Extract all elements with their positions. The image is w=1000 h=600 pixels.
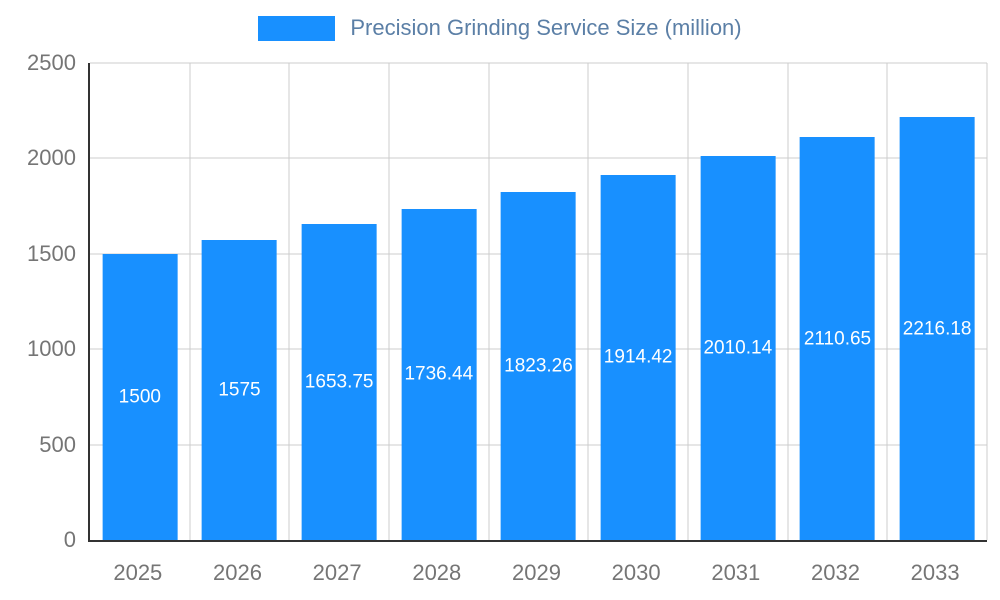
bar-column: 1575 [190, 63, 290, 540]
x-tick-label: 2027 [312, 560, 362, 585]
h-gridline [90, 62, 987, 64]
x-tick-label: 2030 [611, 560, 661, 585]
v-gridline [587, 63, 589, 540]
bar-value-label: 1500 [118, 386, 161, 408]
v-gridline [986, 63, 988, 540]
y-tick-label: 500 [39, 431, 76, 457]
x-tick-label: 2028 [412, 560, 462, 585]
bar-value-label: 2110.65 [803, 328, 872, 350]
bar-value-label: 2010.14 [703, 337, 773, 359]
bar-value-label: 1914.42 [603, 346, 673, 368]
y-tick-label: 0 [63, 527, 76, 552]
bar-2025[interactable]: 1500 [102, 253, 178, 540]
x-tick-label: 2025 [113, 560, 163, 585]
bar-2033[interactable]: 2216.18 [899, 117, 975, 540]
bar-2032[interactable]: 2110.65 [800, 137, 875, 540]
v-gridline [488, 63, 490, 540]
bar-column: 1914.42 [588, 63, 688, 540]
plot-area: 0 500 1000 1500 2000 2500 1500 1575 1653.75 1736.… [27, 52, 988, 551]
x-tick-label: 2029 [512, 560, 561, 585]
x-tick-label: 2026 [213, 560, 262, 585]
y-tick-label: 2500 [27, 50, 76, 75]
bar-column: 1823.26 [489, 63, 589, 540]
bar-2026[interactable]: 1575 [202, 239, 277, 540]
x-axis: 2025 2026 2027 2028 2029 2030 2031 2032 2033 [88, 560, 985, 590]
y-tick-label: 2000 [27, 145, 76, 171]
bar-value-label: 1575 [218, 379, 261, 401]
bar-column: 1736.44 [389, 63, 489, 540]
v-gridline [886, 63, 888, 540]
bar-2028[interactable]: 1736.44 [401, 208, 477, 540]
v-gridline [388, 63, 390, 540]
chart-legend[interactable]: Precision Grinding Service Size (million… [0, 14, 1000, 42]
legend-swatch-icon [258, 15, 336, 41]
legend-label: Precision Grinding Service Size (million… [350, 15, 742, 40]
v-gridline [288, 63, 290, 540]
bar-value-label: 1736.44 [404, 363, 474, 385]
x-tick-label: 2031 [711, 560, 761, 585]
bar-column: 2110.65 [788, 63, 888, 540]
bar-2029[interactable]: 1823.26 [501, 192, 576, 540]
v-gridline [687, 63, 689, 540]
bar-column: 2216.18 [887, 63, 987, 540]
bar-column: 2010.14 [688, 63, 788, 540]
bar-value-label: 2216.18 [902, 318, 972, 340]
x-tick-label: 2033 [910, 560, 960, 585]
bar-column: 1653.75 [289, 63, 389, 540]
y-tick-label: 1000 [27, 336, 76, 362]
x-tick-label: 2032 [811, 560, 860, 585]
bar-value-label: 1653.75 [304, 371, 374, 393]
y-tick-label: 1500 [27, 240, 76, 266]
bar-column: 1500 [90, 63, 190, 540]
v-gridline [189, 63, 191, 540]
bar-2027[interactable]: 1653.75 [301, 224, 377, 540]
v-gridline [787, 63, 789, 540]
h-gridline [90, 157, 987, 159]
bar-2031[interactable]: 2010.14 [700, 156, 776, 540]
bar-value-label: 1823.26 [504, 355, 573, 377]
bar-2030[interactable]: 1914.42 [600, 174, 676, 540]
